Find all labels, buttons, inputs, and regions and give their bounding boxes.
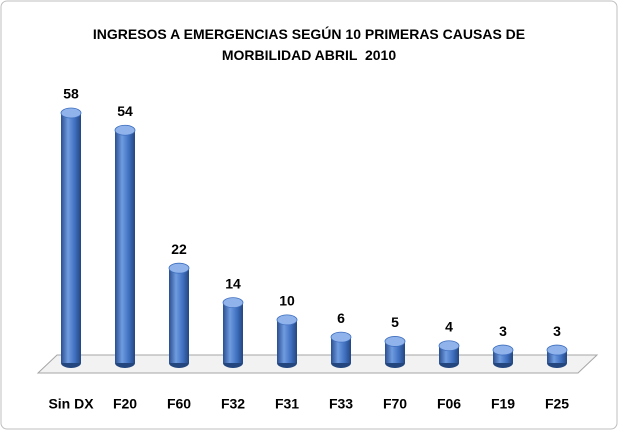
value-label: 6: [337, 310, 345, 326]
x-tick-label: Sin DX: [48, 396, 94, 412]
bar: [277, 319, 297, 363]
bar: [115, 130, 135, 363]
value-label: 3: [553, 323, 561, 339]
value-label: 22: [171, 241, 187, 257]
x-tick-label: F06: [437, 396, 461, 412]
bar: [385, 341, 405, 363]
bar-top: [492, 344, 514, 356]
bar-top: [276, 314, 298, 326]
value-label: 54: [117, 103, 133, 119]
x-tick-label: F70: [383, 396, 407, 412]
value-label: 4: [445, 318, 453, 334]
x-tick-label: F60: [167, 396, 191, 412]
chart-title: INGRESOS A EMERGENCIAS SEGÚN 10 PRIMERAS…: [92, 26, 530, 63]
x-tick-label: F32: [221, 396, 245, 412]
bar: [61, 113, 81, 363]
bar-top: [60, 107, 82, 119]
value-label: 58: [63, 86, 79, 102]
bar-top: [384, 336, 406, 347]
bar-top: [222, 297, 244, 309]
bar: [223, 302, 243, 363]
bar: [169, 268, 189, 363]
x-tick-label: F31: [275, 396, 299, 412]
value-label: 3: [499, 323, 507, 339]
x-tick-label: F19: [491, 396, 515, 412]
value-label: 10: [279, 293, 295, 309]
bar-top: [330, 331, 352, 343]
bar-top: [168, 262, 190, 274]
bar-top: [438, 340, 460, 352]
value-label: 14: [225, 275, 241, 291]
bar: [331, 337, 351, 363]
value-label: 5: [391, 314, 399, 330]
bar-top: [546, 344, 568, 356]
x-tick-label: F25: [545, 396, 569, 412]
bar-top: [114, 124, 136, 136]
x-tick-label: F20: [113, 396, 137, 412]
x-tick-label: F33: [329, 396, 353, 412]
